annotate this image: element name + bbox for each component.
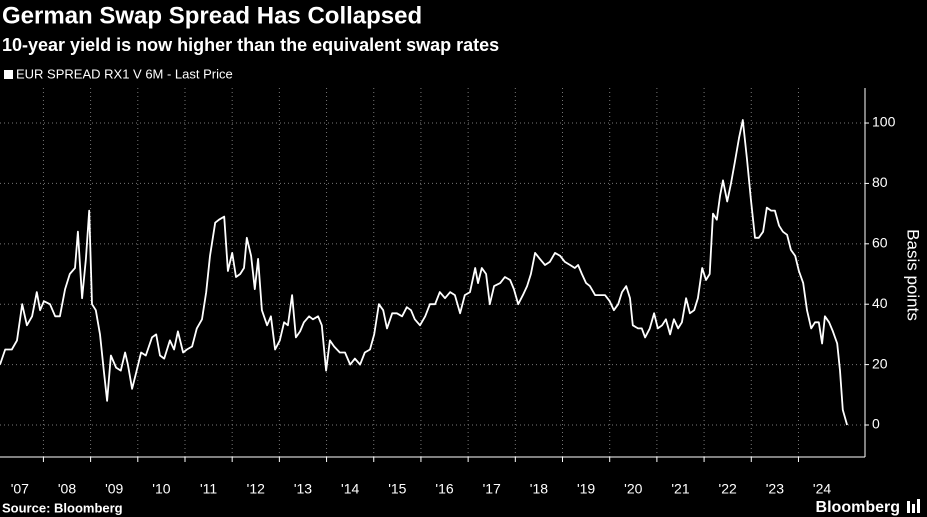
legend-label: EUR SPREAD RX1 V 6M - Last Price (16, 66, 233, 81)
chart-title: German Swap Spread Has Collapsed (2, 2, 422, 29)
x-tick-label: '10 (152, 481, 170, 497)
y-tick-label: 40 (872, 295, 888, 311)
x-tick-label: '08 (58, 481, 76, 497)
y-axis-label: Basis points (904, 229, 923, 321)
brand-logo (907, 499, 920, 513)
x-tick-label: '24 (813, 481, 831, 497)
x-tick-label: '19 (577, 481, 595, 497)
y-tick-label: 20 (872, 355, 888, 371)
x-tick-label: '12 (247, 481, 265, 497)
x-tick-label: '07 (11, 481, 29, 497)
y-tick-label: 60 (872, 235, 888, 251)
x-tick-label: '09 (105, 481, 123, 497)
x-tick-label: '15 (388, 481, 406, 497)
x-tick-label: '11 (200, 481, 217, 497)
x-tick-label: '20 (624, 481, 642, 497)
x-tick-label: '21 (671, 481, 689, 497)
x-tick-label: '18 (530, 481, 548, 497)
x-tick-label: '23 (766, 481, 784, 497)
legend-swatch (4, 70, 13, 79)
series-line (0, 119, 848, 426)
chart-subtitle: 10-year yield is now higher than the equ… (2, 35, 499, 55)
x-tick-label: '17 (483, 481, 501, 497)
brand: Bloomberg (816, 499, 900, 516)
x-tick-label: '16 (435, 481, 453, 497)
x-tick-label: '22 (719, 481, 737, 497)
x-tick-label: '13 (294, 481, 312, 497)
x-tick-label: '14 (341, 481, 359, 497)
y-tick-label: 80 (872, 174, 888, 190)
y-tick-label: 100 (872, 114, 896, 130)
y-tick-label: 0 (872, 416, 880, 432)
source: Source: Bloomberg (2, 500, 123, 515)
